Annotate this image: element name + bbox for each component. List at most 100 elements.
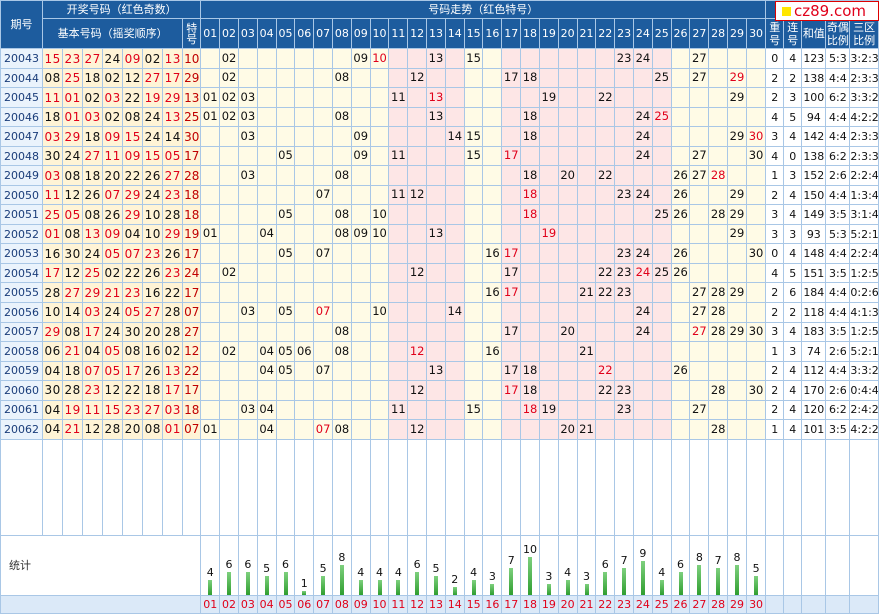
base-number-cell: 25 xyxy=(82,262,104,284)
base-number-cell: 29 xyxy=(122,184,144,206)
footer-number-cell: 03 xyxy=(237,595,258,614)
trend-cell xyxy=(614,321,634,343)
stat-value: 9 xyxy=(639,547,647,560)
trend-cell xyxy=(275,106,296,128)
base-number-cell: 22 xyxy=(122,380,144,401)
base-number-cell: 08 xyxy=(142,419,164,440)
trend-cell xyxy=(614,67,634,89)
base-number-cell: 15 xyxy=(122,126,144,147)
trend-cell xyxy=(651,126,672,147)
odd-even-cell: 6:2 xyxy=(825,87,851,108)
trend-cell xyxy=(350,282,371,303)
spacer-cell xyxy=(62,438,84,537)
trend-cell xyxy=(482,262,503,284)
stat-bar xyxy=(678,572,683,595)
trend-cell xyxy=(651,360,672,382)
trend-cell: 24 xyxy=(632,321,653,343)
base-number-cell: 27 xyxy=(162,165,184,186)
trend-cell xyxy=(595,204,616,225)
trend-cell xyxy=(745,301,767,323)
base-number-cell: 21 xyxy=(62,419,84,440)
trend-cell xyxy=(294,145,315,167)
base-number-cell: 21 xyxy=(102,282,124,303)
spacer-cell xyxy=(708,438,729,537)
trend-cell: 16 xyxy=(482,282,503,303)
special-number-cell: 07 xyxy=(182,301,202,323)
stat-value: 6 xyxy=(413,558,421,571)
trend-cell xyxy=(632,223,653,245)
stat-bar xyxy=(584,584,589,595)
base-number-cell: 04 xyxy=(42,399,64,421)
trend-cell: 27 xyxy=(689,67,710,89)
base-number-cell: 28 xyxy=(42,282,64,303)
base-number-cell: 10 xyxy=(142,223,164,245)
trend-cell xyxy=(331,184,352,206)
spacer-cell xyxy=(275,438,296,537)
trend-cell xyxy=(219,126,239,147)
trend-cell xyxy=(708,262,729,284)
base-number-cell: 18 xyxy=(82,67,104,89)
trend-cell xyxy=(444,67,465,89)
base-number-cell: 05 xyxy=(62,204,84,225)
trend-col-header: 04 xyxy=(256,17,277,50)
base-number-cell: 29 xyxy=(162,87,184,108)
repeat-cell: 3 xyxy=(765,223,785,245)
stats-row: 统计 4 6 6 5 6 1 5 8 4 4 4 6 5 2 4 3 7 10 3 4 3 6 7 9 4 6 8 7 8 5 xyxy=(0,535,879,596)
trend-cell xyxy=(369,321,390,343)
base-number-cell: 10 xyxy=(42,301,64,323)
trend-cell xyxy=(501,48,522,69)
base-number-cell: 24 xyxy=(82,243,104,264)
trend-cell: 23 xyxy=(614,48,634,69)
table-row: 20056 10 14 03 24 05 27 28 07 03 05 07 10 14 24 27 28 2 2 1… xyxy=(0,301,879,323)
footer-number-cell: 15 xyxy=(463,595,484,614)
trend-cell xyxy=(444,204,465,225)
trend-cell: 24 xyxy=(632,126,653,147)
trend-cell xyxy=(294,87,315,108)
trend-cell xyxy=(294,301,315,323)
trend-cell xyxy=(407,126,428,147)
site-logo[interactable]: cz89.com xyxy=(775,1,879,21)
trend-cell xyxy=(331,399,352,421)
trend-cell: 22 xyxy=(595,380,616,401)
stat-value: 1 xyxy=(300,577,308,590)
trend-cell xyxy=(557,243,578,264)
trend-cell xyxy=(350,380,371,401)
base-number-cell: 02 xyxy=(142,48,164,69)
base-number-cell: 24 xyxy=(102,48,124,69)
base-number-cell: 05 xyxy=(102,360,124,382)
trend-cell: 10 xyxy=(369,223,390,245)
trend-cell xyxy=(219,165,239,186)
sum-cell: 138 xyxy=(801,145,827,167)
trend-cell xyxy=(482,106,503,128)
trend-cell xyxy=(369,165,390,186)
odd-even-cell: 5:3 xyxy=(825,223,851,245)
base-number-cell: 18 xyxy=(42,106,64,128)
trend-cell: 20 xyxy=(557,419,578,440)
base-number-cell: 23 xyxy=(82,380,104,401)
trend-cell xyxy=(219,184,239,206)
trend-cell xyxy=(595,341,616,362)
stat-bar-wrap: 6 xyxy=(221,539,238,595)
spacer-cell xyxy=(745,438,767,537)
trend-cell: 01 xyxy=(200,223,221,245)
stat-bar xyxy=(490,584,495,595)
trend-cell: 18 xyxy=(520,126,540,147)
trend-cell xyxy=(651,341,672,362)
trend-cell: 04 xyxy=(256,223,277,245)
trend-col-header: 18 xyxy=(520,17,540,50)
sum-cell: 138 xyxy=(801,67,827,89)
base-number-cell: 22 xyxy=(122,165,144,186)
trend-cell xyxy=(538,282,559,303)
stat-bar-cell: 2 xyxy=(444,535,465,596)
stat-bar-wrap: 8 xyxy=(691,539,708,595)
trend-cell xyxy=(708,243,729,264)
table-row: 20045 11 01 02 03 22 19 29 13 01 02 03 11 13 19 22 29 2 3 1… xyxy=(0,87,879,108)
trend-cell xyxy=(463,321,484,343)
trend-cell: 13 xyxy=(426,106,446,128)
trend-cell xyxy=(651,165,672,186)
repeat-cell: 1 xyxy=(765,419,785,440)
trend-cell: 30 xyxy=(745,243,767,264)
base-number-cell: 30 xyxy=(42,145,64,167)
base-number-cell: 01 xyxy=(62,87,84,108)
trend-cell xyxy=(200,145,221,167)
